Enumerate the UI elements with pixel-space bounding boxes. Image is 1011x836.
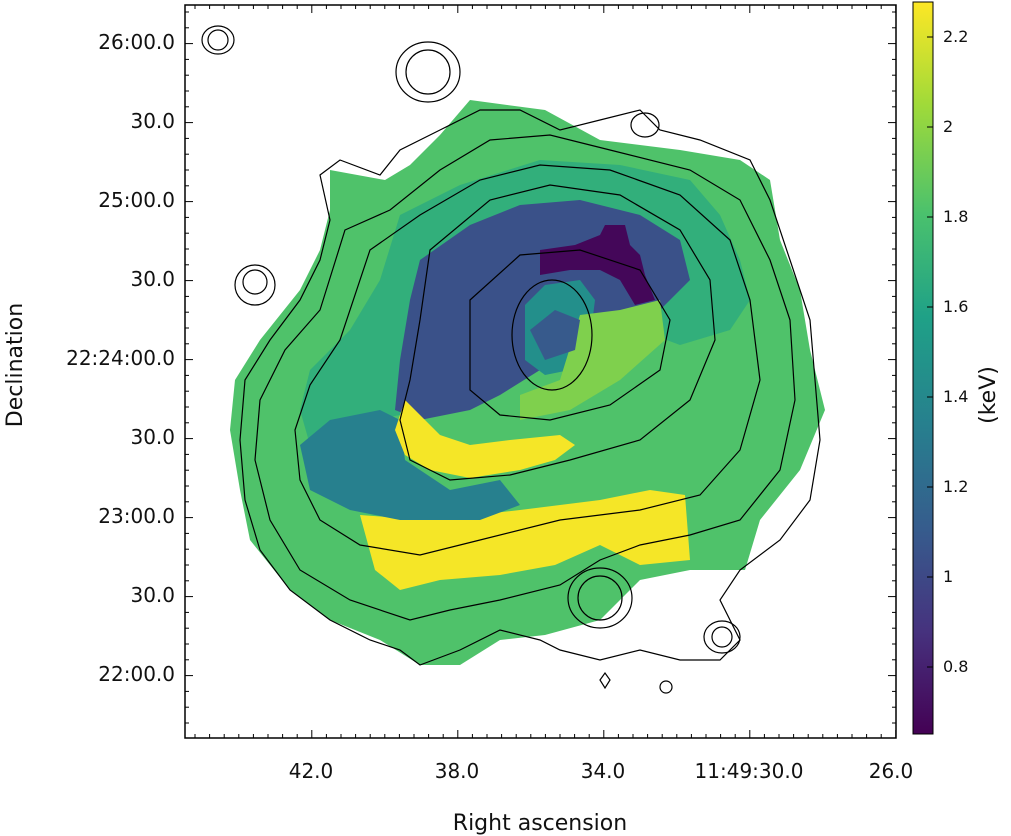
contour-line bbox=[207, 29, 229, 51]
temperature-region bbox=[540, 225, 655, 305]
contour-line bbox=[599, 671, 611, 690]
contour-line bbox=[405, 49, 451, 95]
contour-line bbox=[630, 112, 660, 138]
temperature-map bbox=[230, 100, 825, 665]
y-tick-label: 22:24:00.0 bbox=[66, 346, 175, 370]
x-tick-labels: 42.0 38.0 34.0 11:49:30.0 26.0 bbox=[289, 759, 914, 783]
temperature-region bbox=[530, 310, 580, 360]
y-axis-title: Declination bbox=[3, 303, 28, 427]
temperature-region bbox=[300, 410, 520, 520]
colorbar-tick-label: 0.8 bbox=[943, 657, 968, 676]
axis-ticks bbox=[185, 5, 897, 738]
y-tick-label: 30.0 bbox=[130, 109, 175, 133]
contour-line bbox=[234, 264, 276, 306]
contour-line bbox=[469, 249, 671, 421]
contour-line bbox=[399, 184, 716, 481]
x-ray-contours bbox=[201, 25, 821, 694]
contour-line bbox=[577, 575, 623, 621]
y-tick-label: 30.0 bbox=[130, 425, 175, 449]
contour-line bbox=[242, 269, 268, 295]
y-tick-label: 23:00.0 bbox=[98, 504, 175, 528]
x-tick-label: 11:49:30.0 bbox=[695, 759, 804, 783]
contour-line bbox=[567, 567, 633, 629]
colorbar-tick-label: 1.6 bbox=[943, 297, 968, 316]
colorbar-tick-label: 1.8 bbox=[943, 207, 968, 226]
colorbar-tick-label: 1.2 bbox=[943, 477, 968, 496]
contour-line bbox=[254, 134, 796, 621]
temperature-region bbox=[360, 490, 690, 590]
colorbar-tick-label: 1.4 bbox=[943, 387, 968, 406]
y-tick-label: 26:00.0 bbox=[98, 30, 175, 54]
x-tick-label: 38.0 bbox=[435, 759, 480, 783]
colorbar-tick-label: 2.2 bbox=[943, 27, 968, 46]
y-tick-label: 22:00.0 bbox=[98, 662, 175, 686]
colorbar-gradient bbox=[912, 1, 934, 735]
contour-line bbox=[703, 620, 741, 654]
y-tick-label: 25:00.0 bbox=[98, 188, 175, 212]
temperature-region bbox=[395, 400, 575, 478]
x-tick-label: 34.0 bbox=[581, 759, 626, 783]
contour-line bbox=[201, 25, 235, 55]
x-tick-label: 26.0 bbox=[869, 759, 914, 783]
plot-frame bbox=[184, 4, 897, 739]
y-tick-label: 30.0 bbox=[130, 267, 175, 291]
contour-line bbox=[659, 680, 673, 694]
x-tick-label: 42.0 bbox=[289, 759, 334, 783]
x-axis-title: Right ascension bbox=[453, 811, 627, 836]
colorbar-tick-label: 1 bbox=[943, 567, 953, 586]
contour-line bbox=[294, 164, 761, 556]
contour-line bbox=[511, 279, 593, 391]
colorbar-ticks bbox=[927, 36, 933, 668]
y-tick-labels: 26:00.0 30.0 25:00.0 30.0 22:24:00.0 30.… bbox=[66, 30, 175, 686]
y-tick-label: 30.0 bbox=[130, 583, 175, 607]
colorbar-tick-label: 2 bbox=[943, 117, 953, 136]
colorbar-title: (keV) bbox=[976, 366, 1001, 424]
colorbar: 0.8 1 1.2 1.4 1.6 1.8 2 2.2 (keV) bbox=[912, 1, 1001, 735]
contour-line bbox=[711, 626, 733, 648]
contour-line bbox=[395, 41, 461, 103]
